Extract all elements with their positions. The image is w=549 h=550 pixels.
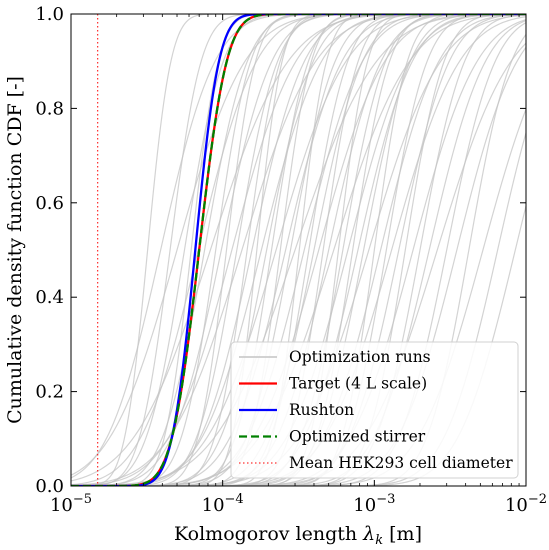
x-axis-label: Kolmogorov length λk [m] [174, 523, 422, 548]
x-tick-label: 10−3 [353, 492, 395, 516]
optimization-run-line [71, 14, 526, 486]
optimization-run-line [71, 14, 526, 486]
optimization-run-line [71, 14, 526, 486]
rushton-line [71, 14, 526, 486]
optimization-run-line [71, 14, 526, 486]
legend-label: Mean HEK293 cell diameter [289, 454, 513, 472]
legend-label: Optimized stirrer [289, 428, 426, 446]
optimization-run-line [71, 14, 526, 486]
x-tick-label: 10−4 [202, 492, 244, 516]
x-tick-label: 10−5 [50, 492, 92, 516]
plot-frame [70, 13, 527, 487]
legend-label: Target (4 L scale) [289, 375, 427, 393]
optimization-run-line [71, 14, 526, 486]
optimization-run-line [71, 14, 526, 486]
legend-label: Rushton [289, 401, 354, 419]
optimization-run-line [71, 19, 526, 486]
optimization-run-line [71, 14, 526, 486]
y-tick-label: 0.8 [35, 98, 64, 119]
legend-label: Optimization runs [289, 348, 431, 366]
axis-ticks: 10−5 10−4 10−3 10−2 0.0 0.2 0.4 0.6 0.8 1.0 [35, 4, 547, 516]
y-tick-label: 1.0 [35, 4, 64, 25]
y-axis-label: Cumulative density function CDF [-] [4, 76, 26, 424]
x-tick-label: 10−2 [505, 492, 547, 516]
optimized-stirrer-line [71, 14, 526, 486]
optimization-run-line [71, 14, 526, 486]
y-tick-label: 0.2 [35, 382, 64, 403]
main-series [71, 14, 526, 486]
y-tick-label: 0.6 [35, 193, 64, 214]
optimization-run-line [71, 14, 526, 476]
legend-box [230, 341, 519, 479]
optimization-run-line [71, 14, 526, 486]
y-tick-label: 0.4 [35, 287, 64, 308]
legend: Optimization runs Target (4 L scale) Rusht… [230, 341, 519, 479]
optimization-run-line [71, 14, 526, 486]
optimization-run-line [71, 14, 526, 486]
y-tick-label: 0.0 [35, 476, 64, 497]
optimization-run-line [71, 42, 526, 486]
